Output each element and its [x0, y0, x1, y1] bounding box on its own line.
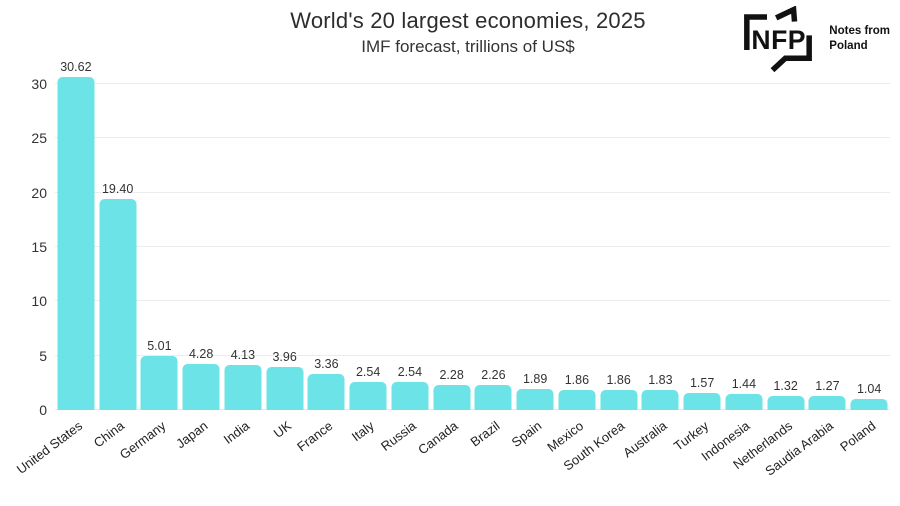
bar-value-label: 1.32 — [773, 378, 798, 393]
x-tick-label: UK — [270, 418, 294, 441]
x-tick-label: India — [220, 418, 252, 447]
bar-slot: 3.96 UK — [264, 70, 306, 441]
bar-value-label: 1.86 — [564, 372, 590, 387]
bar-value-label: 2.54 — [397, 365, 423, 380]
bar-slot: 1.32 Netherlands — [730, 70, 807, 472]
gridline — [55, 300, 890, 302]
bar-value-label: 19.40 — [101, 182, 134, 197]
bar — [516, 389, 554, 410]
nfp-logo-abbr: NFP — [752, 25, 807, 55]
bar-value-label: 3.96 — [272, 349, 297, 364]
x-tick-label: France — [294, 418, 336, 455]
gridline — [55, 354, 890, 356]
nfp-logo-brackets-icon: NFP — [744, 6, 813, 72]
bar-slot: 1.83 Australia — [620, 70, 682, 460]
bar-slot: 19.40 China — [90, 70, 139, 450]
bar-slot: 2.54 Russia — [378, 70, 431, 454]
bar — [266, 366, 304, 410]
bar-value-label: 5.01 — [147, 338, 172, 353]
nfp-logo-text-line2: Poland — [829, 40, 868, 52]
bar — [307, 373, 345, 410]
bar — [850, 398, 888, 410]
bar-value-label: 4.13 — [230, 348, 256, 363]
bar — [683, 392, 721, 410]
y-tick-label: 15 — [31, 239, 47, 255]
plot-area: 30.62 United States 19.40 China 5.01 Germany 4… — [14, 60, 890, 479]
bar-series: 30.62 United States 19.40 China 5.01 Germany 4… — [14, 60, 890, 479]
bar-value-label: 1.86 — [606, 372, 631, 387]
bar — [99, 199, 137, 410]
x-tick-label: Spain — [508, 418, 545, 450]
y-tick-label: 5 — [39, 347, 47, 364]
chart-title: World's 20 largest economies, 2025 — [290, 8, 646, 33]
bar-slot: 2.26 Brazil — [467, 70, 515, 450]
bar-value-label: 1.89 — [522, 372, 548, 387]
bar — [558, 389, 596, 410]
bar — [808, 396, 846, 410]
bar-value-label: 1.04 — [856, 381, 882, 396]
x-tick-label: Canada — [415, 418, 461, 458]
bar-value-label: 2.28 — [439, 368, 464, 383]
x-tick-label: United States — [13, 418, 85, 477]
gridline — [55, 191, 890, 193]
bar-slot: 1.86 Mexico — [544, 70, 598, 455]
bar-slot: 1.57 Turkey — [671, 70, 723, 454]
bar-value-label: 1.44 — [731, 377, 757, 392]
bar-slot: 30.62 United States — [14, 60, 97, 477]
bar-value-label: 1.27 — [815, 379, 840, 394]
gridline — [55, 409, 890, 410]
bar-value-label: 2.26 — [481, 368, 506, 383]
bar — [57, 77, 95, 410]
nfp-logo-text: Notes from Poland — [829, 24, 890, 54]
bar — [725, 394, 763, 410]
bar — [140, 355, 178, 410]
bar — [600, 389, 638, 410]
x-tick-label: Brazil — [467, 418, 503, 450]
x-tick-label: Australia — [619, 418, 670, 461]
x-tick-label: Italy — [349, 418, 378, 445]
bar — [433, 385, 471, 410]
nfp-logo: NFP Notes from Poland — [732, 6, 890, 72]
gridline — [55, 137, 890, 139]
bar-value-label: 30.62 — [60, 60, 92, 75]
bar-value-label: 1.57 — [689, 375, 715, 390]
bar-slot: 1.04 Poland — [837, 70, 890, 454]
bar-slot: 5.01 Germany — [117, 70, 181, 462]
y-tick-label: 0 — [39, 402, 47, 418]
bar-slot: 3.36 France — [294, 70, 348, 454]
bar — [641, 390, 679, 410]
nfp-logo-text-line1: Notes from — [829, 25, 890, 38]
bar-value-label: 2.54 — [355, 365, 381, 380]
x-tick-label: Japan — [172, 418, 211, 452]
gridline — [55, 83, 890, 84]
x-tick-label: Germany — [116, 418, 169, 463]
bar-slot: 4.13 India — [220, 70, 264, 447]
bar — [182, 363, 220, 410]
gridline — [55, 246, 890, 247]
bar — [349, 382, 387, 410]
bar-slot: 1.89 Spain — [509, 70, 556, 450]
y-tick-label: 30 — [31, 76, 47, 92]
y-axis: 0 5 10 15 20 25 30 — [0, 70, 47, 418]
bar-slot: 1.44 Indonesia — [699, 70, 765, 464]
bar-slot: 1.27 Saudia Arabia — [763, 70, 849, 479]
y-tick-label: 10 — [31, 293, 47, 310]
bar — [767, 395, 805, 410]
bar — [224, 365, 262, 410]
y-tick-label: 20 — [31, 184, 47, 201]
bar-value-label: 3.36 — [314, 356, 339, 371]
y-tick-label: 25 — [31, 130, 47, 147]
bar — [391, 382, 429, 410]
x-tick-label: Poland — [836, 418, 879, 455]
bar — [474, 385, 512, 410]
chart-subtitle: IMF forecast, trillions of US$ — [361, 37, 575, 56]
x-tick-label: Russia — [378, 418, 419, 454]
bar-value-label: 1.83 — [648, 373, 673, 388]
bar-slot: 2.28 Canada — [415, 70, 473, 457]
bar-slot: 2.54 Italy — [347, 70, 389, 444]
bar-value-label: 4.28 — [188, 346, 214, 361]
bar-slot: 1.86 South Korea — [561, 70, 640, 473]
bar-slot: 4.28 Japan — [173, 70, 222, 451]
